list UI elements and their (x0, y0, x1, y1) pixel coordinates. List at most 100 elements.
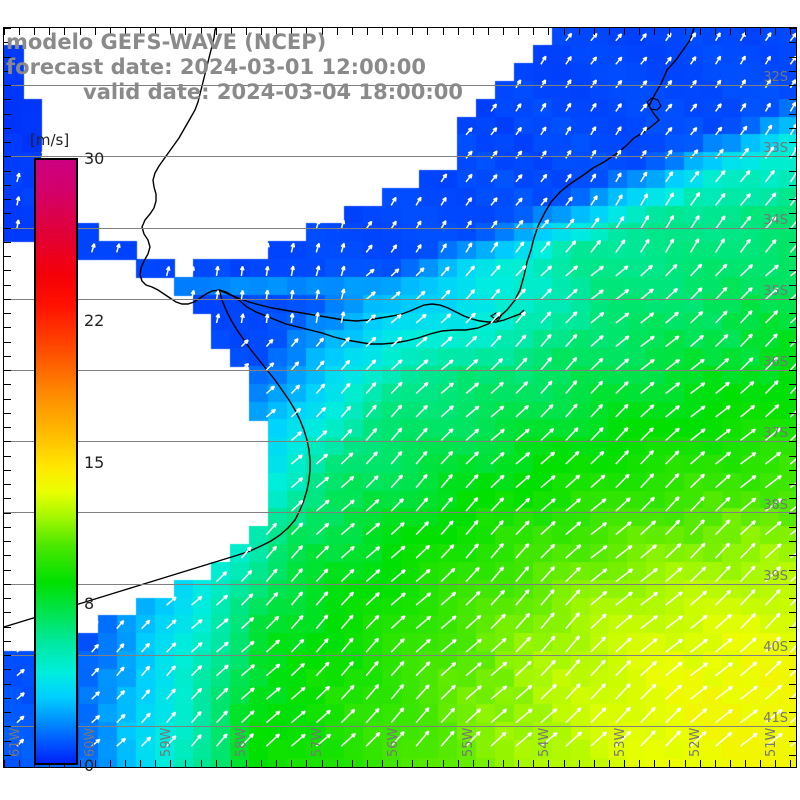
axis-tick (19, 28, 20, 35)
wind-vector-arrow (415, 243, 422, 253)
wind-vector-arrow (540, 265, 553, 277)
wind-vector-arrow (141, 642, 151, 653)
lon-label-56w: 56W (385, 727, 401, 757)
wind-vector-arrow (165, 266, 171, 277)
wind-direction-arrows (15, 32, 796, 747)
axis-tick (789, 228, 796, 229)
wind-vector-arrow (490, 103, 498, 112)
wind-vector-arrow (640, 427, 654, 442)
wind-vector-arrow (665, 543, 682, 559)
axis-tick (412, 28, 413, 35)
wind-vector-arrow (440, 173, 448, 183)
wind-vector-arrow (765, 684, 783, 700)
wind-vector-arrow (565, 521, 582, 536)
wind-vector-arrow (665, 382, 681, 395)
gridline-lat-32s (4, 85, 796, 86)
wind-vector-arrow (315, 383, 326, 394)
wind-vector-arrow (216, 641, 229, 653)
wind-vector-arrow (440, 289, 451, 301)
axis-tick (789, 370, 796, 371)
axis-tick (4, 356, 11, 357)
wind-vector-arrow (690, 79, 697, 89)
wind-vector-arrow (440, 473, 453, 489)
axis-tick (4, 598, 11, 599)
wind-vector-arrow (615, 473, 630, 489)
wind-vector-arrow (789, 716, 796, 724)
axis-tick (789, 441, 796, 442)
wind-vector-arrow (665, 496, 680, 512)
axis-tick (4, 698, 11, 699)
wind-vector-arrow (690, 428, 706, 442)
wind-vector-arrow (689, 215, 700, 230)
wind-vector-arrow (290, 407, 302, 418)
axis-tick (4, 114, 11, 115)
axis-tick (4, 456, 11, 457)
wind-vector-arrow (415, 661, 431, 677)
gridline-lat-36s (4, 370, 796, 371)
wind-vector-arrow (665, 311, 679, 324)
wind-vector-arrow (715, 286, 728, 301)
wind-vector-arrow (515, 241, 525, 253)
axis-tick (789, 427, 796, 428)
wind-vector-arrow (590, 311, 605, 324)
axis-tick (654, 760, 655, 767)
wind-vector-arrow (640, 496, 656, 512)
wind-vector-arrow (565, 79, 572, 89)
wind-vector-arrow (764, 216, 777, 230)
axis-tick (4, 612, 11, 613)
wind-vector-arrow (565, 498, 582, 512)
wind-vector-arrow (290, 733, 306, 747)
axis-tick (4, 684, 11, 685)
wind-vector-arrow (740, 497, 757, 512)
wind-vector-arrow (665, 519, 681, 536)
wind-vector-arrow (340, 684, 355, 700)
axis-tick (170, 28, 171, 35)
wind-vector-arrow (640, 171, 648, 183)
axis-tick (789, 99, 796, 100)
wind-vector-arrow (215, 265, 220, 277)
wind-vector-arrow (365, 660, 379, 677)
axis-tick (4, 199, 11, 200)
lat-label-39s: 39S (763, 568, 788, 584)
wind-vector-arrow (665, 238, 675, 253)
wind-vector-arrow (141, 736, 152, 747)
wind-vector-arrow (440, 313, 452, 324)
wind-vector-arrow (265, 545, 278, 559)
wind-vector-arrow (515, 265, 527, 277)
wind-vector-arrow (565, 333, 578, 348)
wind-vector-arrow (390, 731, 405, 747)
wind-vector-arrow (590, 102, 597, 112)
wind-vector-arrow (15, 196, 21, 206)
wind-vector-arrow (540, 589, 555, 606)
wind-vector-arrow (590, 474, 606, 489)
wind-vector-arrow (390, 291, 401, 301)
wind-vector-arrow (365, 268, 375, 277)
wind-vector-arrow (340, 732, 356, 747)
wind-vector-arrow (465, 543, 479, 559)
axis-tick (4, 513, 11, 514)
axis-tick (789, 313, 796, 314)
wind-vector-arrow (440, 266, 450, 277)
wind-vector-arrow (390, 196, 397, 206)
wind-vector-arrow (690, 473, 705, 489)
axis-tick (609, 28, 610, 35)
wind-vector-arrow (490, 335, 502, 348)
axis-tick (789, 256, 796, 257)
wind-vector-arrow (365, 404, 377, 418)
wind-vector-arrow (615, 312, 630, 324)
wind-vector-arrow (390, 313, 402, 324)
wind-vector-arrow (515, 497, 531, 512)
axis-tick (745, 28, 746, 35)
wind-vector-arrow (540, 475, 556, 489)
wind-vector-arrow (739, 357, 754, 371)
wind-vector-arrow (690, 170, 700, 183)
wind-vector-arrow (540, 240, 551, 253)
wind-vector-arrow (715, 638, 733, 653)
axis-tick (789, 641, 796, 642)
wind-vector-arrow (465, 614, 482, 630)
wind-vector-arrow (765, 451, 782, 465)
axis-tick (639, 760, 640, 767)
axis-tick (95, 760, 96, 767)
wind-vector-arrow (190, 665, 203, 677)
wind-vector-arrow (665, 730, 681, 747)
